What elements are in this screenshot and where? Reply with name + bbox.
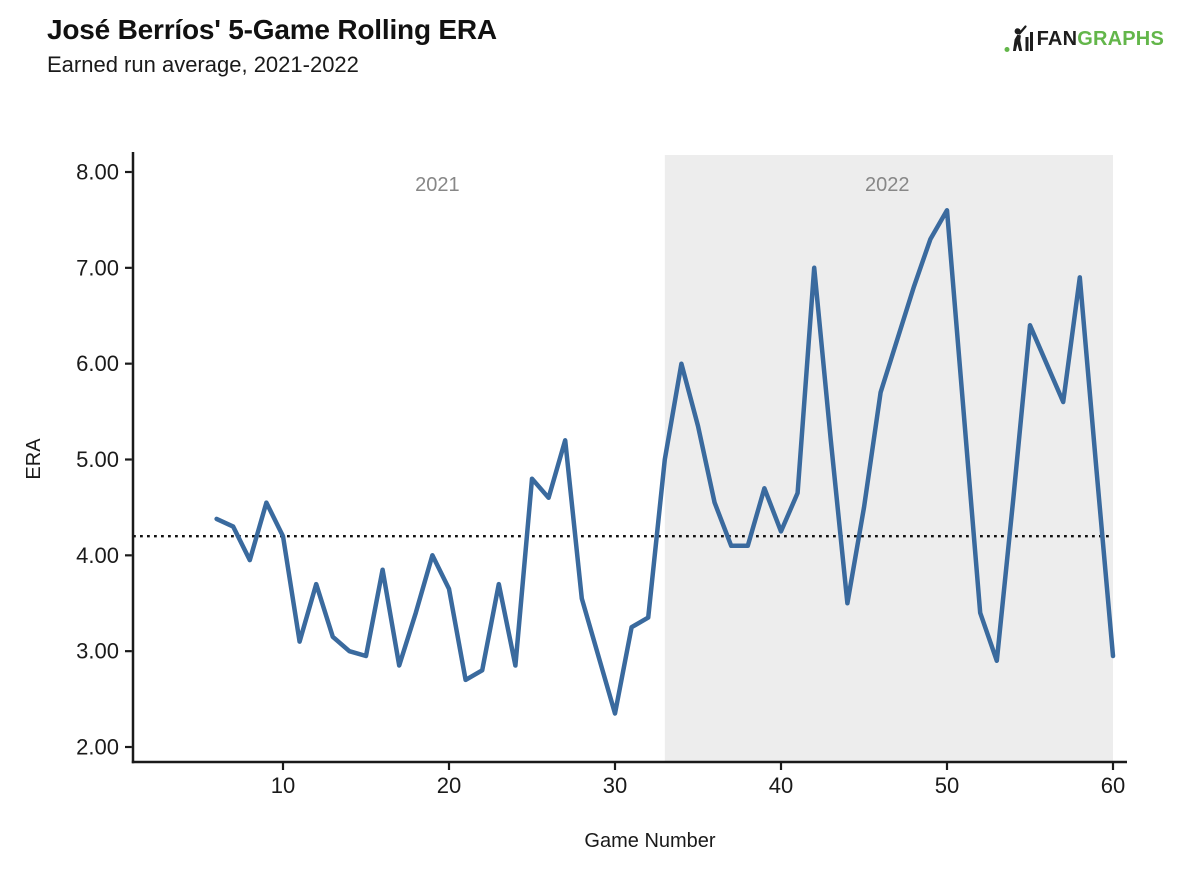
logo-text-graphs: GRAPHS <box>1077 27 1164 50</box>
x-tick-label-50: 50 <box>935 773 959 798</box>
y-axis-title: ERA <box>23 438 45 480</box>
y-tick-label-5: 5.00 <box>76 447 119 472</box>
x-tick-label-40: 40 <box>769 773 793 798</box>
fangraphs-batter-icon <box>1004 25 1033 52</box>
logo-text-fan: FAN <box>1036 27 1078 50</box>
x-tick-label-30: 30 <box>603 773 627 798</box>
x-tick-label-20: 20 <box>437 773 461 798</box>
x-axis-title: Game Number <box>584 830 715 852</box>
season-label-2022: 2022 <box>865 174 910 196</box>
y-tick-label-2: 2.00 <box>76 735 119 760</box>
page-subtitle: Earned run average, 2021-2022 <box>47 52 359 77</box>
fangraphs-logo: FAN GRAPHS <box>1004 24 1164 54</box>
y-tick-label-3: 3.00 <box>76 639 119 664</box>
y-tick-label-4: 4.00 <box>76 543 119 568</box>
y-tick-label-6: 6.00 <box>76 351 119 376</box>
y-tick-label-7: 7.00 <box>76 255 119 280</box>
season-region-2022 <box>664 155 1113 762</box>
page-title: José Berríos' 5-Game Rolling ERA <box>47 14 497 45</box>
y-tick-label-8: 8.00 <box>76 160 119 185</box>
x-tick-label-10: 10 <box>271 773 295 798</box>
rolling-era-line <box>214 208 1116 716</box>
season-label-2021: 2021 <box>415 174 460 196</box>
x-tick-label-60: 60 <box>1101 773 1125 798</box>
